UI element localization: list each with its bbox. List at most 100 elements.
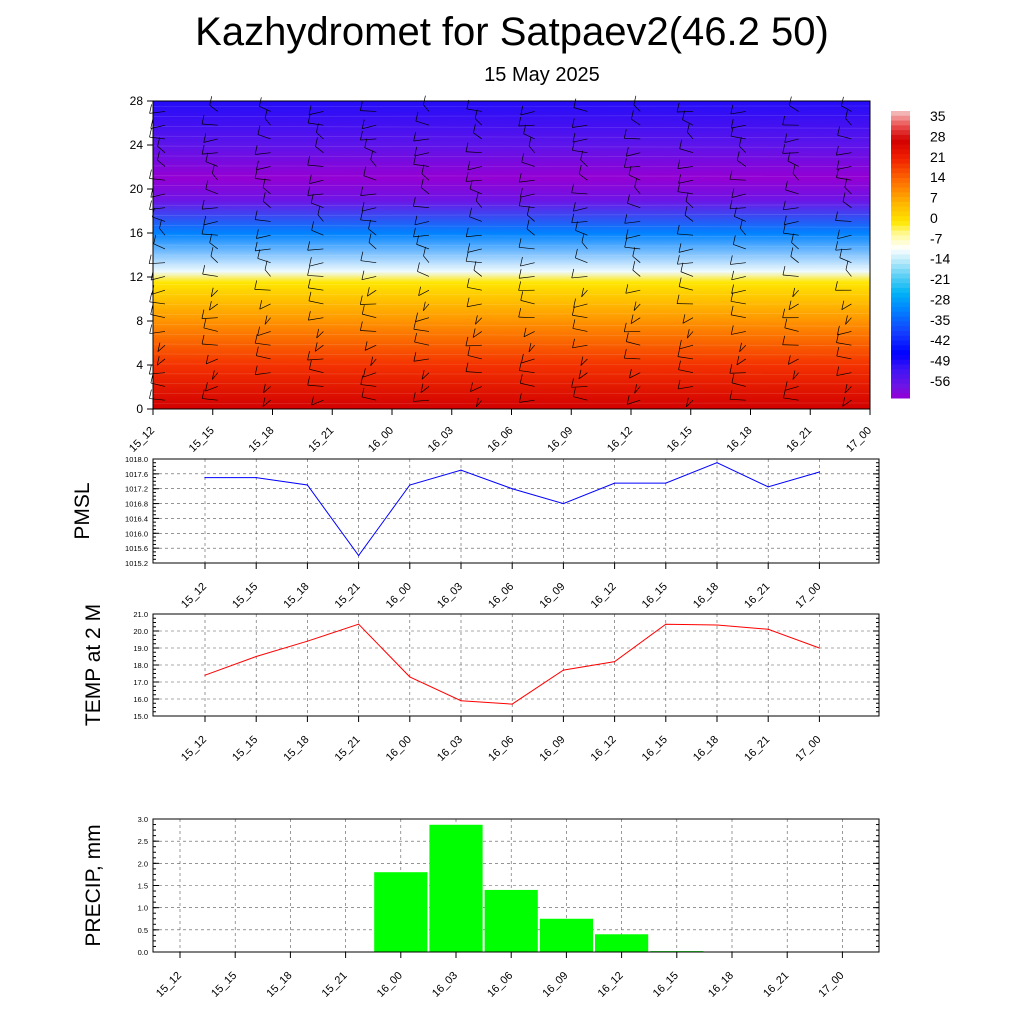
wind-barb-shaft — [210, 255, 219, 263]
wind-barb-shaft — [632, 256, 641, 263]
wind-barb — [254, 210, 271, 222]
wind-barb — [624, 238, 641, 250]
data-point — [409, 676, 411, 678]
wind-barb-flag — [360, 131, 363, 141]
x-tick-label: 16_06 — [485, 970, 515, 1000]
colorbar-segment — [891, 369, 910, 375]
wind-barb — [730, 127, 746, 140]
wind-barb — [361, 305, 377, 319]
wind-barb-flag — [528, 136, 532, 147]
colorbar-segment — [891, 197, 910, 203]
wind-barb — [845, 109, 852, 126]
wind-barb-shaft — [792, 173, 799, 181]
x-tick-label: 16_09 — [537, 734, 567, 764]
wind-barb — [361, 270, 377, 281]
wind-barb-shaft — [787, 160, 799, 167]
x-tick-label: 15_15 — [230, 581, 260, 611]
wind-barb — [731, 270, 746, 281]
wind-barb-shaft — [844, 386, 852, 394]
wind-barb-shaft — [678, 369, 694, 374]
wind-barb-shaft — [844, 187, 852, 195]
wind-barb — [314, 342, 324, 352]
wind-barb — [254, 365, 271, 375]
colorbar-segment — [891, 264, 910, 270]
wind-barb-flag — [307, 113, 311, 124]
wind-barb-flag — [571, 183, 574, 193]
wind-barb-shaft — [413, 164, 430, 167]
heatmap-x-tick-label: 16_21 — [784, 425, 814, 455]
wind-barb-flag — [571, 213, 575, 223]
wind-barb-shaft — [682, 119, 694, 126]
data-point — [204, 476, 206, 479]
wind-barb-flag — [307, 186, 311, 196]
wind-barb-flag — [528, 342, 532, 353]
wind-barb-shaft — [314, 344, 324, 352]
wind-barb-flag — [573, 202, 576, 212]
data-point — [716, 462, 718, 464]
wind-barb-flag — [676, 294, 680, 304]
wind-barb-flag — [259, 300, 263, 310]
wind-barb-shaft — [679, 286, 694, 291]
wind-barb-shaft — [782, 274, 799, 277]
wind-barb — [782, 335, 799, 346]
wind-barb — [841, 300, 852, 311]
wind-barb-flag — [837, 325, 840, 335]
wind-barb-flag — [677, 159, 681, 169]
wind-barb-shaft — [628, 174, 641, 181]
wind-barb — [315, 137, 324, 153]
wind-barb — [845, 260, 852, 277]
wind-barb-flag — [470, 382, 473, 392]
wind-barb-flag — [839, 248, 843, 258]
wind-barb-shaft — [733, 244, 746, 250]
wind-barb-flag — [736, 151, 740, 161]
wind-barb — [580, 356, 588, 366]
wind-barb-flag — [413, 352, 417, 362]
wind-barb-flag — [412, 392, 416, 402]
x-tick-label: 16_21 — [742, 581, 772, 611]
wind-barb — [205, 180, 218, 195]
wind-barb-flag — [523, 327, 527, 337]
data-point — [255, 476, 257, 479]
wind-barb-flag — [364, 138, 368, 148]
wind-barb — [307, 113, 324, 126]
wind-barb-shaft — [682, 317, 694, 324]
wind-barb — [520, 291, 535, 305]
wind-barb-shaft — [257, 331, 271, 336]
wind-barb — [520, 105, 535, 116]
wind-barb — [469, 207, 482, 222]
wind-barb — [254, 241, 271, 252]
wind-barb — [420, 178, 430, 195]
wind-barb — [201, 334, 218, 346]
wind-barb — [413, 352, 430, 362]
wind-barb — [739, 219, 747, 236]
wind-barb-shaft — [149, 372, 166, 375]
wind-barb-flag — [363, 367, 366, 378]
wind-barb — [784, 318, 799, 332]
wind-barb-flag — [311, 221, 314, 231]
wind-barb-shaft — [476, 200, 483, 208]
wind-barb — [156, 356, 166, 366]
wind-barb-shaft — [581, 289, 588, 298]
wind-barb-flag — [414, 146, 418, 156]
wind-barb-flag — [836, 168, 839, 178]
wind-barb-shaft — [149, 136, 166, 140]
wind-barb-flag — [316, 123, 319, 133]
wind-barb — [307, 241, 324, 251]
wind-barb-shaft — [205, 188, 218, 195]
wind-barb-shaft — [630, 317, 641, 324]
wind-barb — [573, 98, 588, 112]
wind-barb — [465, 142, 482, 154]
wind-barb-shaft — [729, 372, 746, 374]
wind-barb-flag — [201, 224, 205, 235]
colorbar-label: 0 — [930, 210, 938, 226]
wind-barb-shaft — [362, 124, 377, 130]
wind-barb-flag — [148, 254, 152, 264]
contour-line — [152, 214, 871, 216]
wind-barb-shaft — [783, 232, 799, 236]
wind-barb-flag — [792, 370, 796, 380]
wind-barb-flag — [415, 312, 418, 322]
wind-barb-flag — [836, 160, 840, 170]
wind-barb — [518, 308, 535, 319]
wind-barb-flag — [623, 129, 627, 139]
wind-barb-shaft — [149, 331, 166, 334]
